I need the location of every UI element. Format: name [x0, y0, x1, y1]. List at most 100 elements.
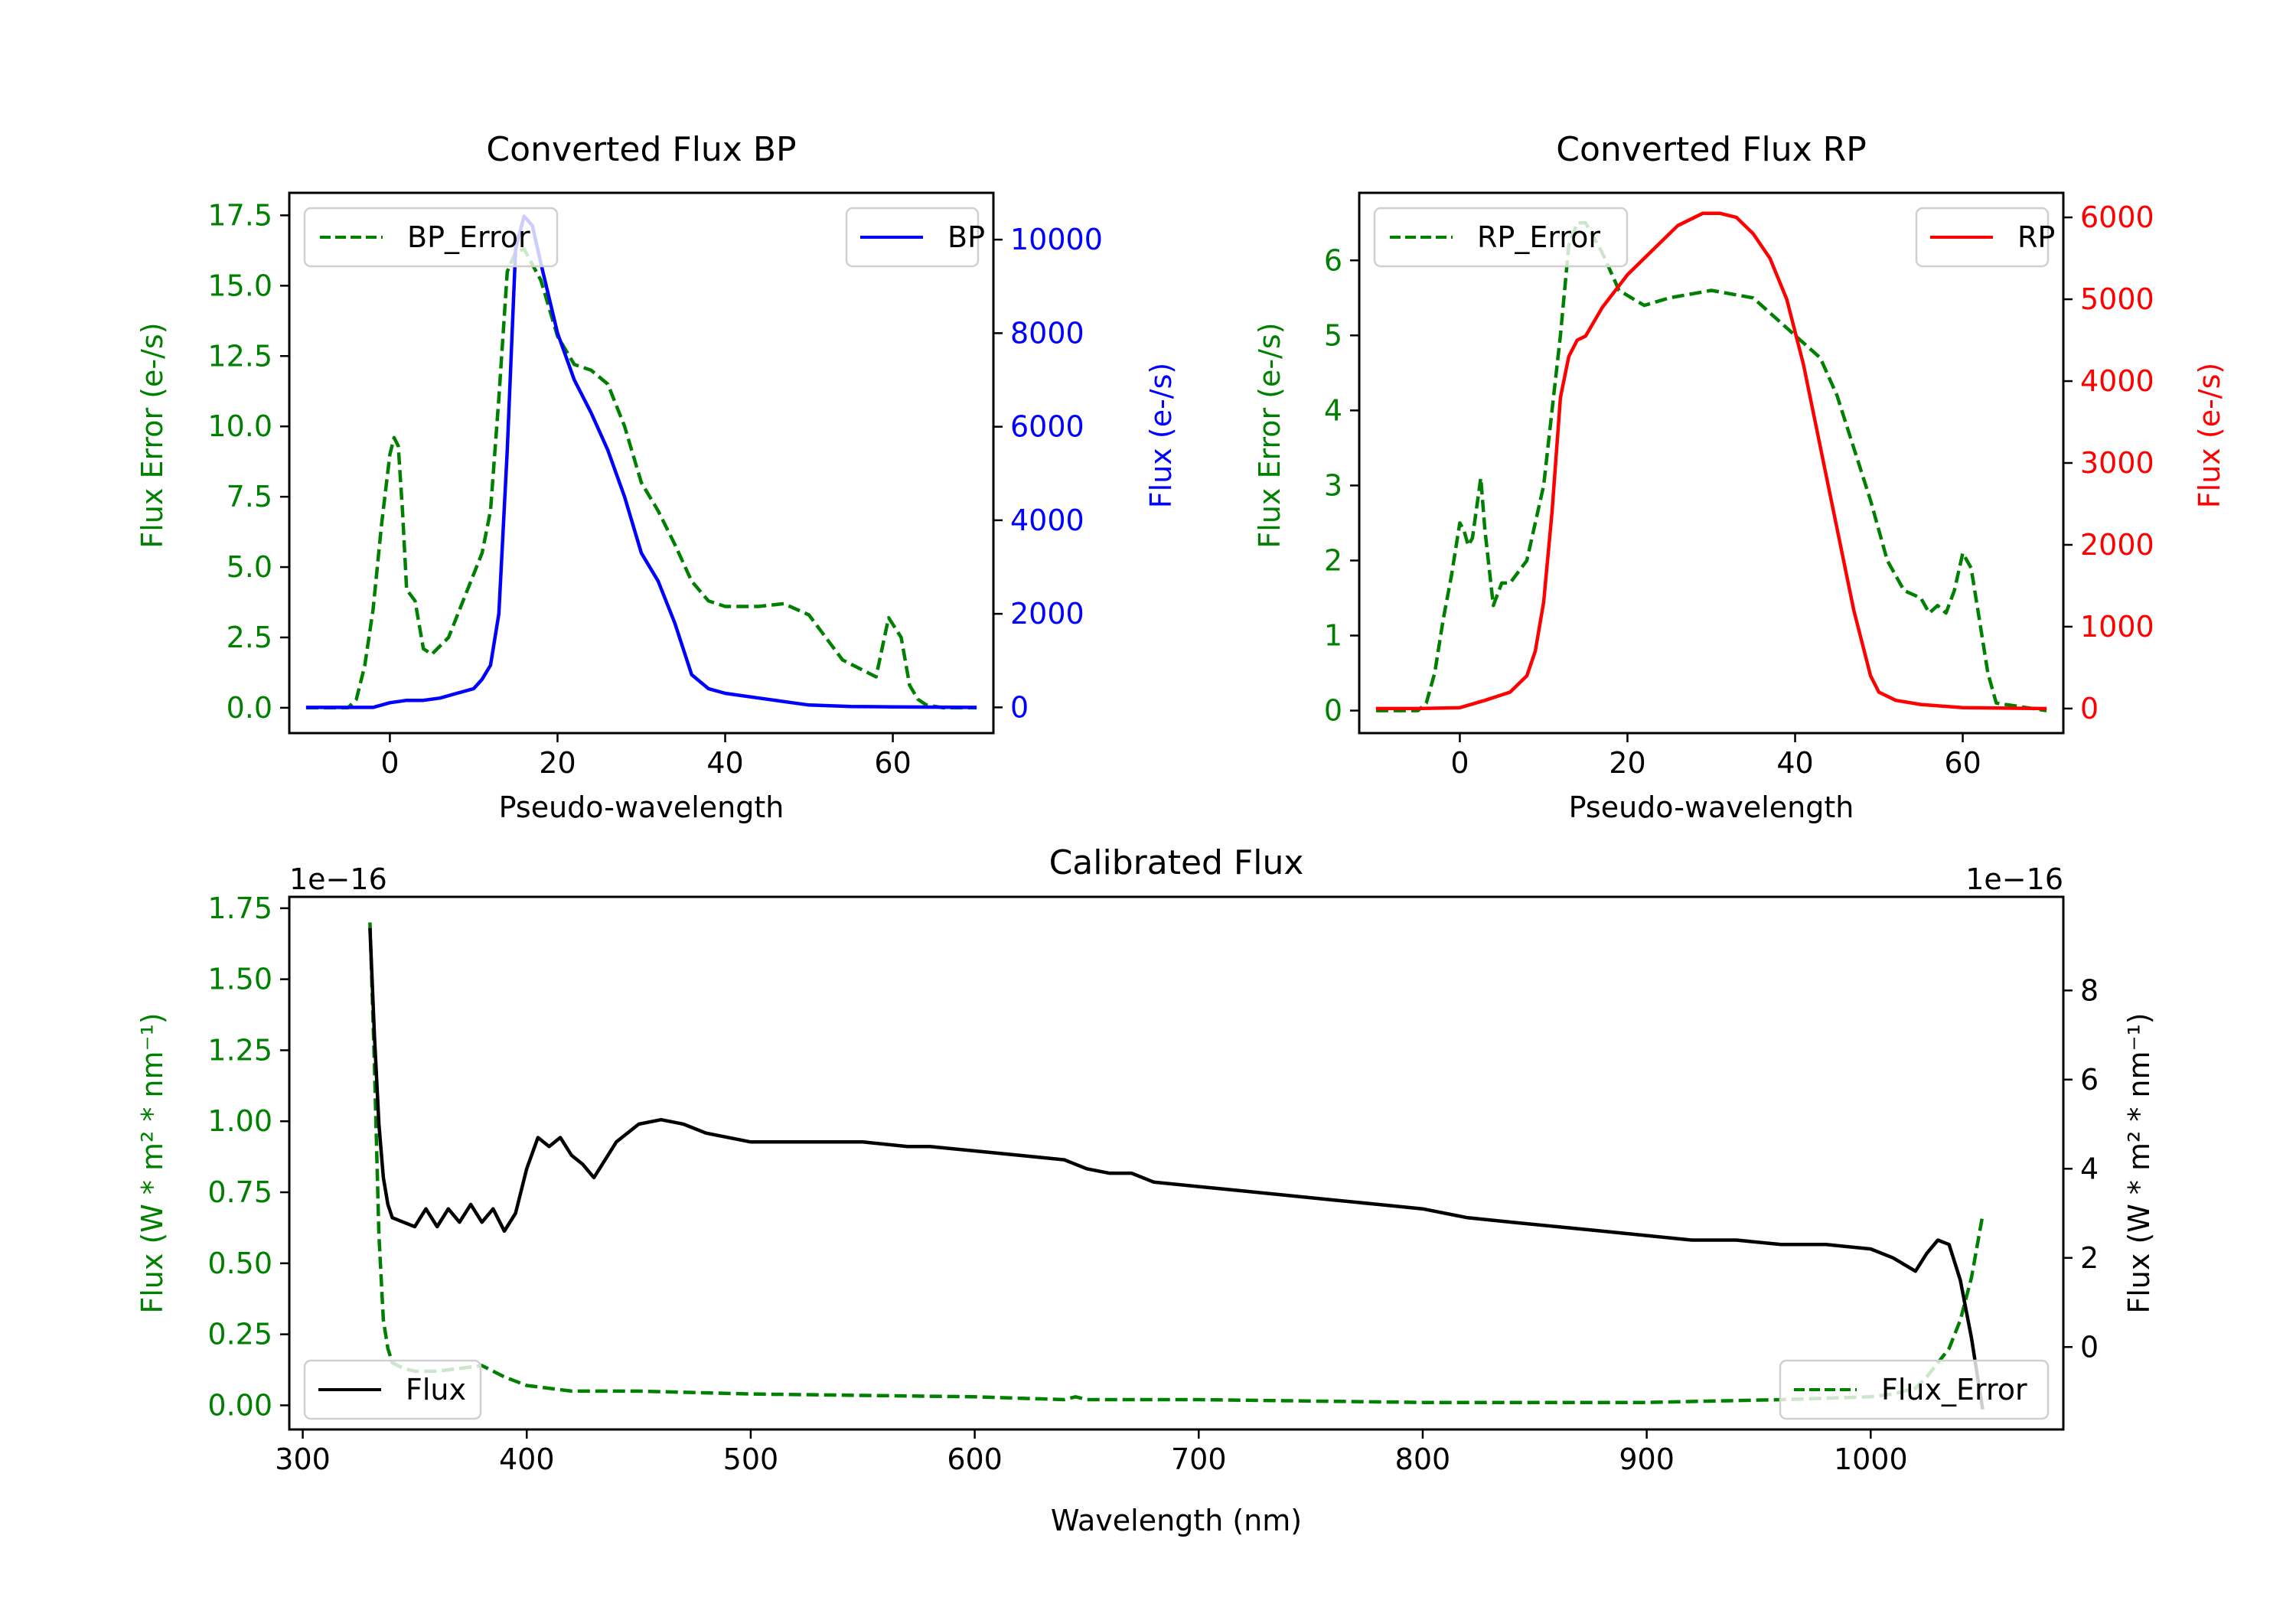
cal-right-ytick-label: 6	[2080, 1063, 2099, 1097]
rp-left-ytick-label: 0	[1324, 694, 1342, 728]
calibrated-panel: Calibrated Flux Wavelength (nm) Flux (W …	[135, 843, 2156, 1537]
cal-xtick-label: 600	[947, 1442, 1003, 1476]
cal-axes-frame	[288, 895, 2065, 1431]
rp-right-ytick-label: 1000	[2080, 610, 2154, 644]
bp-legend-flux-label: BP	[947, 220, 985, 254]
cal-right-ytick-label: 4	[2080, 1152, 2099, 1185]
cal-left-ytick-label: 0.25	[207, 1318, 272, 1351]
rp-right-ytick-label: 6000	[2080, 200, 2154, 234]
cal-left-ytick-label: 1.75	[207, 892, 272, 925]
bp-xtick-label: 60	[874, 746, 911, 780]
bp-right-ylabel: Flux (e-/s)	[1144, 363, 1178, 508]
rp-series-rp-error	[1375, 220, 2047, 712]
bp-ticks: 0 20 40 60 0.0 2.5 5.0 7.5 10.0 12.5 15.0 17.5 0 2000…	[207, 198, 1103, 780]
bp-right-ytick-label: 0	[1010, 690, 1029, 724]
bp-left-ytick-label: 17.5	[207, 198, 272, 232]
bp-series-bp-error	[305, 247, 977, 710]
rp-left-ytick-label: 3	[1324, 468, 1342, 502]
bp-xtick-label: 0	[380, 746, 399, 780]
cal-xtick-label: 500	[723, 1442, 779, 1476]
cal-left-ytick-label: 0.50	[207, 1247, 272, 1280]
cal-series-flux-error	[368, 922, 1985, 1404]
cal-series	[368, 922, 1985, 1410]
bp-xlabel: Pseudo-wavelength	[499, 790, 784, 824]
rp-right-ytick-label: 0	[2080, 692, 2099, 725]
rp-legend-flux: RP	[1915, 207, 2055, 268]
bp-left-ytick-label: 12.5	[207, 339, 272, 373]
bp-series-bp	[305, 214, 977, 709]
cal-right-ytick-label: 0	[2080, 1330, 2099, 1364]
rp-series-rp	[1375, 211, 2047, 711]
cal-right-ylabel: Flux (W * m² * nm⁻¹)	[2122, 1012, 2156, 1313]
bp-legend-error: BP_Error	[303, 207, 559, 268]
bp-xtick-label: 20	[539, 746, 576, 780]
rp-legend-error: RP_Error	[1373, 207, 1629, 268]
cal-right-ytick-label: 2	[2080, 1241, 2099, 1275]
cal-left-ytick-label: 1.25	[207, 1033, 272, 1067]
cal-xtick-label: 300	[275, 1442, 331, 1476]
cal-series-flux	[368, 927, 1985, 1410]
rp-left-ytick-label: 1	[1324, 619, 1342, 653]
bp-right-ytick-label: 6000	[1010, 410, 1084, 444]
rp-xtick-label: 60	[1944, 746, 1981, 780]
bp-xtick-label: 40	[706, 746, 743, 780]
cal-xtick-label: 1000	[1834, 1442, 1908, 1476]
rp-xlabel: Pseudo-wavelength	[1569, 790, 1854, 824]
rp-xtick-label: 20	[1609, 746, 1645, 780]
rp-left-ytick-label: 2	[1324, 543, 1342, 577]
bp-left-ytick-label: 5.0	[227, 550, 272, 584]
cal-right-ytick-label: 8	[2080, 973, 2099, 1007]
bp-legend-error-label: BP_Error	[407, 220, 530, 254]
cal-legend-flux: Flux	[303, 1359, 482, 1420]
rp-right-ytick-label: 5000	[2080, 282, 2154, 316]
cal-left-ytick-label: 0.75	[207, 1175, 272, 1209]
rp-axes-frame	[1358, 191, 2065, 735]
rp-panel: Converted Flux RP Pseudo-wavelength Flux…	[1253, 130, 2226, 824]
cal-left-ytick-label: 0.00	[207, 1388, 272, 1422]
rp-xtick-label: 40	[1776, 746, 1813, 780]
cal-left-ylabel: Flux (W * m² * nm⁻¹)	[135, 1012, 169, 1313]
bp-legend-flux: BP	[845, 207, 985, 268]
cal-xtick-label: 700	[1171, 1442, 1227, 1476]
cal-legend-flux-box	[303, 1359, 482, 1420]
cal-left-offset-text: 1e−16	[289, 862, 387, 896]
bp-panel: Converted Flux BP Pseudo-wavelength Flux…	[135, 130, 1178, 824]
cal-legend-flux-label: Flux	[406, 1373, 466, 1407]
bp-right-ytick-label: 2000	[1010, 597, 1084, 631]
bp-legend-error-box	[303, 207, 559, 268]
bp-title: Converted Flux BP	[486, 130, 796, 169]
cal-left-ytick-label: 1.50	[207, 963, 272, 996]
rp-legend-error-label: RP_Error	[1477, 220, 1600, 254]
cal-xlabel: Wavelength (nm)	[1051, 1504, 1302, 1537]
bp-left-ytick-label: 15.0	[207, 269, 272, 302]
rp-legend-error-box	[1373, 207, 1629, 268]
cal-legend-error-box	[1779, 1359, 2050, 1420]
rp-left-ytick-label: 4	[1324, 393, 1342, 427]
bp-left-ytick-label: 0.0	[227, 691, 272, 725]
cal-xtick-label: 400	[499, 1442, 555, 1476]
rp-right-ytick-label: 4000	[2080, 364, 2154, 398]
cal-legend-error-label: Flux_Error	[1881, 1373, 2027, 1407]
bp-left-ytick-label: 7.5	[227, 480, 272, 513]
cal-left-ytick-label: 1.00	[207, 1104, 272, 1138]
rp-right-ytick-label: 2000	[2080, 528, 2154, 562]
rp-right-ylabel: Flux (e-/s)	[2193, 363, 2226, 508]
rp-left-ytick-label: 6	[1324, 243, 1342, 277]
rp-legend-flux-label: RP	[2017, 220, 2055, 254]
bp-right-ytick-label: 8000	[1010, 316, 1084, 350]
rp-left-ytick-label: 5	[1324, 318, 1342, 352]
bp-left-ytick-label: 10.0	[207, 409, 272, 443]
rp-series	[1375, 211, 2047, 712]
bp-left-ytick-label: 2.5	[227, 621, 272, 654]
cal-xtick-label: 800	[1395, 1442, 1451, 1476]
cal-right-offset-text: 1e−16	[1965, 862, 2063, 896]
rp-left-ylabel: Flux Error (e-/s)	[1253, 322, 1287, 548]
bp-axes-frame	[288, 191, 995, 735]
bp-right-ytick-label: 4000	[1010, 504, 1084, 537]
cal-legend-error: Flux_Error	[1779, 1359, 2050, 1420]
cal-xtick-label: 900	[1619, 1442, 1675, 1476]
cal-title: Calibrated Flux	[1049, 843, 1304, 882]
bp-series	[305, 214, 977, 710]
